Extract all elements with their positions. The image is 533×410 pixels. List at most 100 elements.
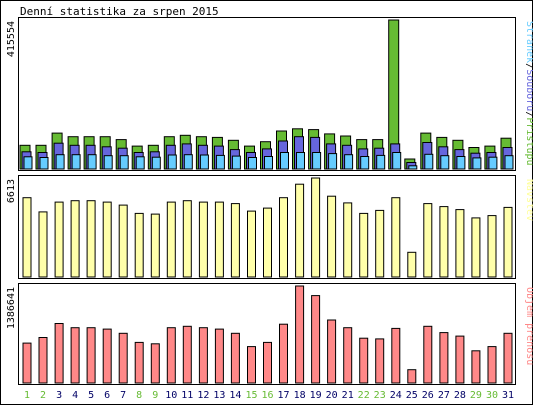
bar-traffic-0-day-27 bbox=[439, 332, 449, 384]
bar-traffic-0-day-24 bbox=[391, 327, 401, 384]
x-tick-label-13: 13 bbox=[213, 390, 225, 401]
x-tick-label-10: 10 bbox=[165, 390, 177, 401]
bar-visits-0-day-16 bbox=[263, 207, 272, 278]
bar-hits-2-day-4 bbox=[71, 154, 81, 170]
bar-visits-0-day-2 bbox=[38, 211, 48, 278]
bar-visits-0-day-26 bbox=[423, 203, 433, 278]
x-tick-label-31: 31 bbox=[502, 390, 514, 401]
ymax-label-traffic: 1386641 bbox=[6, 287, 17, 329]
x-tick-label-23: 23 bbox=[374, 390, 386, 401]
x-tick-label-4: 4 bbox=[72, 390, 78, 401]
bar-traffic-0-day-21 bbox=[343, 327, 353, 384]
bar-traffic-0-day-15 bbox=[247, 346, 256, 384]
panels: 415554Stránek/Souborů/Přístupů6613Návště… bbox=[6, 17, 533, 385]
bar-hits-2-day-9 bbox=[151, 156, 161, 170]
x-tick-label-8: 8 bbox=[136, 390, 142, 401]
x-tick-label-26: 26 bbox=[422, 390, 434, 401]
bar-hits-2-day-2 bbox=[39, 157, 49, 170]
bar-hits-2-day-22 bbox=[360, 156, 370, 170]
bar-visits-0-day-29 bbox=[471, 217, 481, 278]
bar-traffic-0-day-12 bbox=[198, 327, 208, 384]
x-tick-label-29: 29 bbox=[470, 390, 482, 401]
legend-item-Souborů: Souborů bbox=[524, 69, 533, 111]
bar-visits-0-day-8 bbox=[134, 212, 144, 278]
x-tick-label-17: 17 bbox=[277, 390, 289, 401]
bar-traffic-0-day-18 bbox=[295, 285, 305, 384]
bar-visits-0-day-21 bbox=[343, 202, 353, 278]
bar-traffic-0-day-20 bbox=[327, 319, 337, 384]
bar-traffic-0-day-1 bbox=[22, 342, 32, 384]
bar-hits-2-day-24 bbox=[392, 152, 402, 170]
bar-visits-0-day-5 bbox=[86, 200, 96, 278]
bar-traffic-0-day-28 bbox=[455, 335, 465, 384]
x-tick-label-5: 5 bbox=[88, 390, 94, 401]
legend-separator: / bbox=[524, 111, 533, 117]
bar-visits-0-day-15 bbox=[247, 210, 256, 278]
x-tick-label-27: 27 bbox=[438, 390, 450, 401]
bar-traffic-0-day-26 bbox=[423, 325, 433, 384]
bar-hits-2-day-23 bbox=[376, 154, 386, 170]
bar-hits-2-day-10 bbox=[167, 154, 177, 170]
legend-item-Objem přenosu: Objem přenosu bbox=[524, 287, 533, 365]
bar-hits-2-day-12 bbox=[199, 154, 209, 170]
legend-item-Návštěv: Návštěv bbox=[524, 179, 533, 221]
bar-traffic-0-day-11 bbox=[182, 325, 192, 384]
bar-traffic-0-day-29 bbox=[471, 350, 481, 384]
bar-hits-2-day-31 bbox=[504, 155, 514, 170]
bar-visits-0-day-7 bbox=[118, 204, 128, 278]
bar-hits-2-day-20 bbox=[328, 153, 338, 170]
bar-hits-2-day-16 bbox=[264, 156, 273, 170]
bar-traffic-0-day-31 bbox=[503, 332, 513, 384]
x-tick-label-1: 1 bbox=[24, 390, 30, 401]
bar-visits-0-day-6 bbox=[102, 201, 112, 278]
bar-traffic-0-day-23 bbox=[375, 338, 385, 384]
bar-traffic-0-day-14 bbox=[230, 332, 240, 384]
bar-visits-0-day-30 bbox=[487, 215, 497, 278]
x-tick-label-15: 15 bbox=[245, 390, 257, 401]
legend-item-Stránek: Stránek bbox=[524, 21, 533, 63]
bar-traffic-0-day-7 bbox=[118, 332, 128, 384]
bar-hits-2-day-7 bbox=[119, 155, 129, 170]
bar-hits-2-day-18 bbox=[296, 152, 305, 170]
x-tick-label-18: 18 bbox=[294, 390, 306, 401]
bar-traffic-0-day-22 bbox=[359, 337, 369, 384]
bar-hits-2-day-14 bbox=[231, 155, 241, 170]
bar-visits-0-day-25 bbox=[407, 251, 417, 278]
bar-traffic-0-day-13 bbox=[214, 328, 224, 384]
bar-traffic-0-day-30 bbox=[487, 346, 497, 384]
x-tick-label-12: 12 bbox=[197, 390, 209, 401]
x-tick-label-30: 30 bbox=[486, 390, 498, 401]
bar-visits-0-day-11 bbox=[182, 200, 192, 278]
bar-hits-2-day-6 bbox=[103, 155, 113, 170]
bar-traffic-0-day-2 bbox=[38, 337, 48, 384]
bar-visits-0-day-20 bbox=[327, 195, 337, 278]
bar-traffic-0-day-9 bbox=[150, 343, 160, 384]
x-tick-label-11: 11 bbox=[181, 390, 193, 401]
x-tick-label-6: 6 bbox=[104, 390, 110, 401]
bar-visits-0-day-22 bbox=[359, 212, 369, 278]
bar-visits-0-day-23 bbox=[375, 209, 385, 278]
bar-traffic-0-day-4 bbox=[70, 327, 80, 384]
bar-visits-0-day-19 bbox=[311, 177, 321, 278]
bar-hits-2-day-29 bbox=[472, 157, 482, 170]
bar-hits-2-day-17 bbox=[280, 152, 289, 170]
bar-visits-0-day-28 bbox=[455, 209, 465, 278]
bar-traffic-0-day-5 bbox=[86, 327, 96, 384]
bar-hits-2-day-26 bbox=[424, 153, 434, 170]
x-tick-label-28: 28 bbox=[454, 390, 466, 401]
bar-traffic-0-day-25 bbox=[407, 369, 417, 384]
x-tick-label-21: 21 bbox=[342, 390, 354, 401]
x-tick-label-25: 25 bbox=[406, 390, 418, 401]
x-tick-label-16: 16 bbox=[261, 390, 273, 401]
x-tick-label-9: 9 bbox=[152, 390, 158, 401]
panel-traffic: 1386641 Objem přenosu bbox=[6, 283, 533, 385]
bar-hits-2-day-25 bbox=[408, 165, 418, 170]
bar-visits-0-day-14 bbox=[230, 203, 240, 278]
bar-traffic-0-day-19 bbox=[311, 295, 321, 384]
bar-visits-0-day-12 bbox=[198, 201, 208, 278]
bar-hits-2-day-1 bbox=[23, 156, 33, 170]
bar-traffic-0-day-3 bbox=[54, 323, 64, 384]
chart-title: Denní statistika za srpen 2015 bbox=[20, 5, 219, 18]
